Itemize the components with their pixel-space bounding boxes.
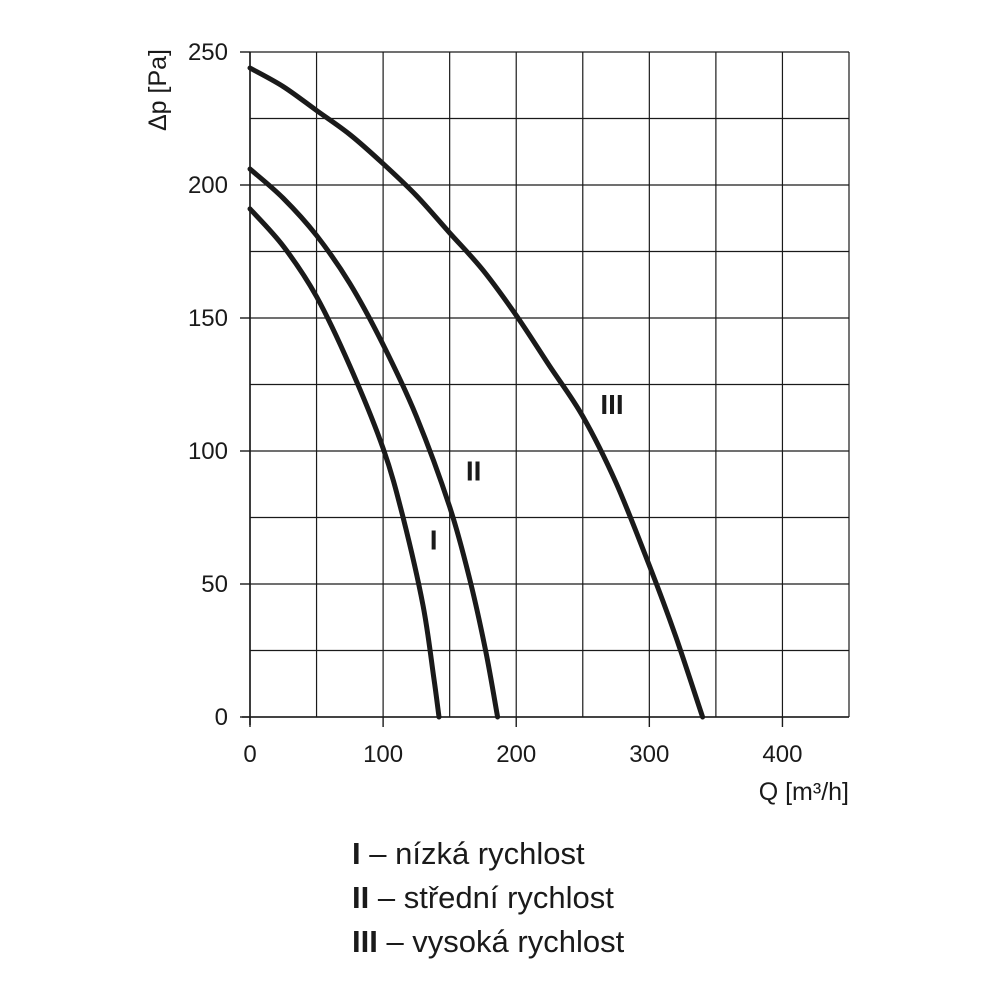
legend-text: – střední rychlost <box>369 880 614 915</box>
curve-III <box>247 65 706 720</box>
curve-I <box>247 206 442 720</box>
y-tick-label: 100 <box>188 438 228 465</box>
x-axis-label: Q [m³/h] <box>759 778 849 806</box>
y-tick-label: 200 <box>188 172 228 199</box>
legend-roman: I <box>352 836 361 871</box>
y-tick-label: 0 <box>215 704 228 731</box>
axes <box>242 52 849 725</box>
legend-item-medium: II – střední rychlost <box>352 876 624 920</box>
y-axis-label: Δp [Pa] <box>144 49 172 131</box>
series-curves <box>247 65 706 720</box>
x-tick-label: 300 <box>629 741 669 768</box>
legend-roman: II <box>352 880 370 915</box>
grid <box>249 51 850 718</box>
legend-item-low: I – nízká rychlost <box>352 832 624 876</box>
x-tick-label: 400 <box>762 741 802 768</box>
legend-text: – vysoká rychlost <box>377 924 625 959</box>
legend: I – nízká rychlost II – střední rychlost… <box>352 832 624 964</box>
x-tick-label: 200 <box>496 741 536 768</box>
curve-label-II: II <box>466 455 482 486</box>
x-tick-label: 0 <box>243 741 256 768</box>
curve-label-III: III <box>600 389 623 420</box>
legend-item-high: III – vysoká rychlost <box>352 920 624 964</box>
y-tick-label: 150 <box>188 305 228 332</box>
tick-labels: 0 50 100 150 200 250 0 100 200 300 400 <box>188 39 803 768</box>
curve-II <box>247 166 501 720</box>
legend-text: – nízká rychlost <box>360 836 585 871</box>
x-tick-label: 100 <box>363 741 403 768</box>
y-tick-label: 50 <box>201 571 228 598</box>
legend-roman: III <box>352 924 378 959</box>
y-tick-label: 250 <box>188 39 228 66</box>
curve-label-I: I <box>430 524 438 555</box>
